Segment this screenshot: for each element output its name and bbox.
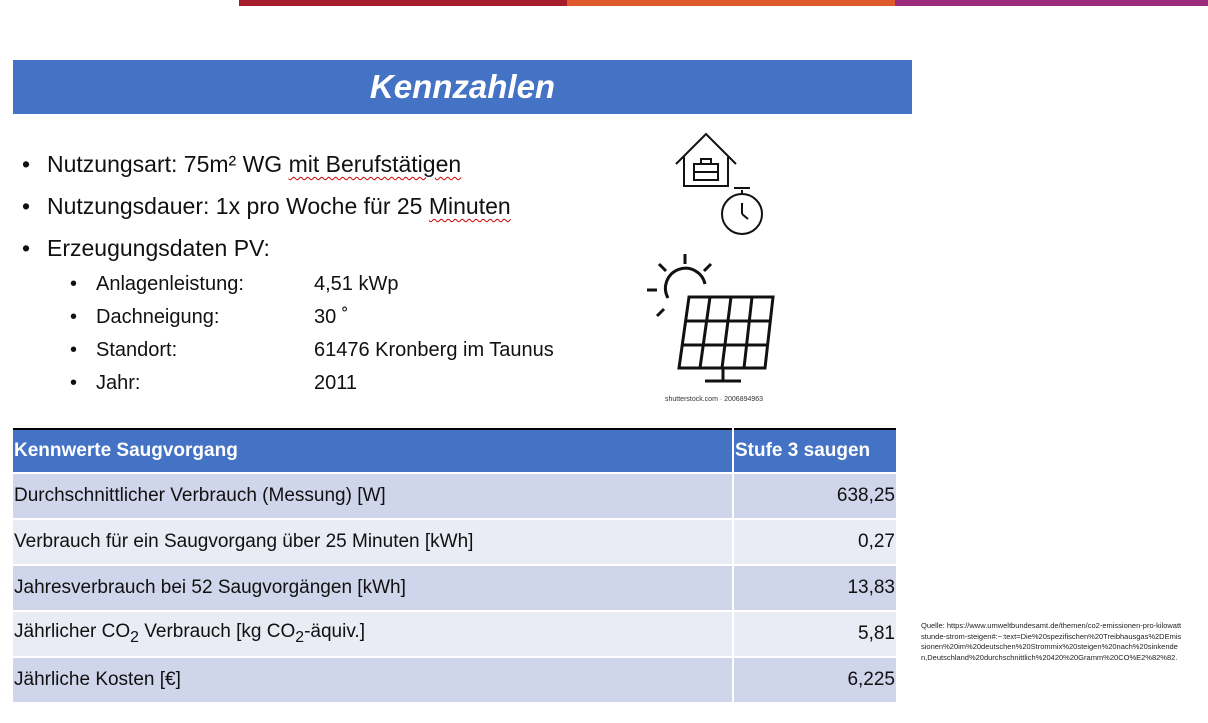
pv-detail-dachneigung: Dachneigung: 30 ˚ (70, 301, 554, 334)
key-facts-list: Nutzungsart: 75m² WG mit Berufstätigen N… (22, 146, 511, 272)
house-briefcase-icon (675, 132, 763, 235)
slide-title-text: Kennzahlen (369, 68, 556, 105)
pv-detail-standort: Standort: 61476 Kronberg im Taunus (70, 334, 554, 367)
stopwatch-icon (721, 187, 763, 235)
label-part: Jährlicher CO (14, 621, 131, 643)
spellcheck-flagged-text: Minuten (428, 193, 511, 219)
image-caption: shutterstock.com · 2006894963 (665, 396, 764, 403)
table-row: Jährlicher CO2 Verbrauch [kg CO2-äquiv.]… (13, 611, 898, 658)
source-note: Quelle: https://www.umweltbundesamt.de/t… (921, 621, 1182, 662)
row-value: 5,81 (733, 611, 898, 658)
table-row: Verbrauch für ein Saugvorgang über 25 Mi… (13, 519, 898, 566)
label-part: -äquiv.] (304, 621, 365, 643)
row-value: 6,225 (733, 657, 898, 704)
bullet-nutzungsart: Nutzungsart: 75m² WG mit Berufstätigen (22, 146, 511, 188)
table-row: Jährliche Kosten [€] 6,225 (13, 657, 898, 704)
pv-detail-key: Standort: (96, 339, 178, 361)
pv-detail-value: 2011 (314, 372, 358, 394)
pv-detail-value: 30 ˚ (314, 306, 349, 328)
row-value: 13,83 (733, 565, 898, 612)
row-value: 0,27 (733, 519, 898, 566)
pv-detail-key: Jahr: (96, 372, 141, 394)
table-header-row: Kennwerte Saugvorgang Stufe 3 saugen (13, 429, 898, 474)
row-label: Jahresverbrauch bei 52 Saugvorgängen [kW… (13, 565, 734, 612)
row-label: Verbrauch für ein Saugvorgang über 25 Mi… (13, 519, 734, 566)
top-accent-bar-orange (567, 0, 895, 6)
pv-detail-key: Anlagenleistung: (96, 273, 244, 295)
spellcheck-flagged-text: mit Berufstätigen (288, 151, 462, 177)
row-value: 638,25 (733, 473, 898, 520)
column-header-label: Kennwerte Saugvorgang (13, 429, 734, 474)
row-label: Jährlicher CO2 Verbrauch [kg CO2-äquiv.] (13, 611, 734, 658)
row-label: Jährliche Kosten [€] (13, 657, 734, 704)
bullet-text: Nutzungsdauer: 1x pro Woche für 25 (47, 193, 429, 219)
pv-detail-anlagenleistung: Anlagenleistung: 4,51 kWp (70, 268, 554, 301)
column-header-value: Stufe 3 saugen (733, 429, 898, 474)
pv-detail-value: 4,51 kWp (314, 273, 399, 295)
slide-title: Kennzahlen (13, 60, 912, 114)
row-label: Durchschnittlicher Verbrauch (Messung) [… (13, 473, 734, 520)
subscript: 2 (295, 628, 305, 646)
pv-details-list: Anlagenleistung: 4,51 kWp Dachneigung: 30 … (70, 268, 554, 400)
pv-detail-value: 61476 Kronberg im Taunus (314, 339, 554, 361)
bullet-text: Erzeugungsdaten PV: (47, 235, 270, 261)
kennwerte-table: Kennwerte Saugvorgang Stufe 3 saugen Dur… (13, 428, 898, 704)
bullet-text: Nutzungsart: 75m² WG (47, 151, 289, 177)
label-part: Verbrauch [kg CO (138, 621, 296, 643)
pv-detail-jahr: Jahr: 2011 (70, 367, 554, 400)
subscript: 2 (130, 628, 139, 646)
table-row: Jahresverbrauch bei 52 Saugvorgängen [kW… (13, 565, 898, 612)
bullet-erzeugungsdaten: Erzeugungsdaten PV: (22, 230, 511, 272)
sun-solar-panel-icon (647, 254, 775, 383)
top-accent-bar-red (239, 0, 567, 6)
pv-detail-key: Dachneigung: (96, 306, 220, 328)
top-accent-bar-purple (895, 0, 1208, 6)
bullet-nutzungsdauer: Nutzungsdauer: 1x pro Woche für 25 Minut… (22, 188, 511, 230)
table-row: Durchschnittlicher Verbrauch (Messung) [… (13, 473, 898, 520)
